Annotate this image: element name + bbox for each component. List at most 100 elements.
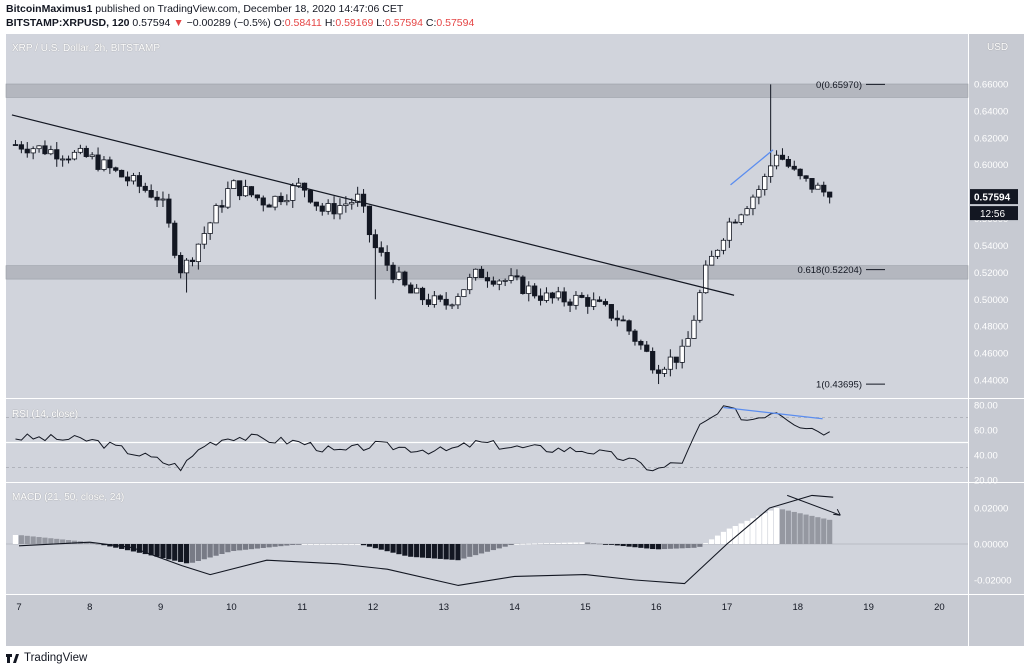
author-link[interactable]: BitcoinMaximus1 [6, 3, 93, 15]
candle-body [478, 268, 485, 278]
candle-body [490, 280, 496, 285]
macd-histogram-bar [142, 544, 148, 555]
chart-area[interactable]: 0(0.65970) 0.618(0.52204) 1(0.43695) 0.6600… [0, 34, 1024, 646]
candle-body [785, 158, 791, 167]
candle-body [30, 148, 36, 154]
macd-histogram-bar [54, 538, 60, 544]
macd-histogram-bar [549, 543, 555, 544]
macd-histogram [12, 508, 833, 564]
macd-scale-label: 0.02000 [974, 504, 1008, 515]
down-arrow-icon: ▼ [173, 17, 184, 29]
candle-body [620, 319, 626, 322]
rsi-scale-label: 80.00 [974, 401, 998, 412]
candle-body [756, 189, 762, 198]
candle-body [18, 144, 24, 150]
candle-body [207, 222, 213, 234]
macd-histogram-bar [331, 544, 337, 545]
candle-body [709, 255, 715, 266]
tradingview-brand[interactable]: TradingView [24, 652, 88, 664]
candle-body [455, 296, 461, 306]
macd-histogram-bar [543, 543, 550, 544]
candle-body [691, 319, 697, 339]
macd-histogram-bar [478, 544, 485, 554]
macd-histogram-bar [290, 544, 296, 545]
candle-body [142, 185, 148, 191]
macd-histogram-bar [284, 544, 290, 546]
fib-level-label: 1(0.43695) [816, 380, 862, 391]
macd-histogram-bar [490, 544, 496, 551]
macd-histogram-bar [555, 542, 561, 544]
macd-histogram-bar [508, 544, 514, 546]
candles-group [12, 84, 833, 385]
price-scale-label: 0.50000 [974, 295, 1008, 306]
time-axis-label: 16 [651, 602, 662, 613]
macd-histogram-bar [827, 519, 833, 544]
macd-histogram-bar [809, 515, 815, 544]
candle-body [762, 176, 768, 190]
macd-histogram-bar [266, 544, 272, 548]
candle-body [437, 295, 443, 300]
candle-body [160, 198, 166, 201]
price-scale-label: 0.44000 [974, 376, 1008, 387]
candle-body [526, 285, 532, 294]
macd-histogram-bar [301, 544, 308, 545]
macd-histogram-bar [95, 543, 101, 545]
macd-histogram-bar [231, 544, 237, 551]
candle-body [579, 294, 585, 298]
candle-body [130, 175, 137, 182]
open-label: O: [273, 17, 285, 29]
macd-histogram-bar [632, 544, 638, 548]
macd-histogram-bar [172, 544, 178, 561]
symbol-label[interactable]: BITSTAMP:XRPUSD, 120 [6, 17, 130, 29]
time-axis-label: 20 [934, 602, 945, 613]
candle-body [307, 189, 314, 203]
candle-body [301, 182, 308, 191]
candle-body [360, 193, 367, 207]
candle-body [815, 184, 821, 190]
macd-histogram-bar [355, 544, 361, 545]
candle-body [337, 205, 343, 215]
macd-histogram-bar [325, 544, 331, 545]
macd-histogram-bar [484, 544, 491, 552]
candle-body [225, 188, 231, 208]
price-scale-label: 0.66000 [974, 80, 1008, 91]
macd-histogram-bar [408, 544, 414, 557]
candle-body [390, 264, 396, 280]
macd-histogram-bar [60, 539, 66, 544]
candle-body [414, 287, 420, 294]
macd-histogram-bar [502, 544, 508, 547]
last-price-tag-value: 0.57594 [974, 193, 1011, 204]
countdown-tag [970, 206, 1018, 221]
macd-histogram-bar [36, 537, 42, 544]
macd-histogram-bar [614, 544, 620, 546]
candle-body [189, 259, 196, 262]
rsi-scale-label: 20.00 [974, 476, 998, 487]
candle-body [768, 165, 774, 177]
candle-body [254, 194, 260, 199]
candle-body [543, 292, 550, 301]
macd-histogram-bar [596, 543, 603, 545]
macd-histogram-bar [366, 544, 373, 547]
price-scale-label: 0.60000 [974, 160, 1008, 171]
candle-body [372, 234, 378, 249]
macd-histogram-bar [768, 510, 774, 544]
macd-histogram-bar [709, 539, 715, 544]
macd-histogram-bar [608, 544, 614, 545]
candle-body [791, 165, 797, 170]
candle-body [591, 299, 597, 307]
footer: TradingView [0, 648, 1024, 671]
price-divergence-line [730, 149, 774, 186]
candle-body [325, 203, 331, 212]
time-axis-label: 13 [439, 602, 450, 613]
candle-body [378, 247, 384, 253]
rsi-scale-label: 60.00 [974, 426, 998, 437]
candle-body [809, 178, 815, 190]
candle-body [520, 276, 526, 294]
macd-histogram-bar [756, 515, 762, 544]
candle-body [231, 180, 237, 189]
macd-histogram-bar [779, 509, 786, 544]
macd-histogram-bar [467, 544, 473, 557]
candle-body [248, 186, 255, 196]
macd-histogram-bar [195, 544, 201, 561]
macd-histogram-bar [414, 544, 420, 558]
